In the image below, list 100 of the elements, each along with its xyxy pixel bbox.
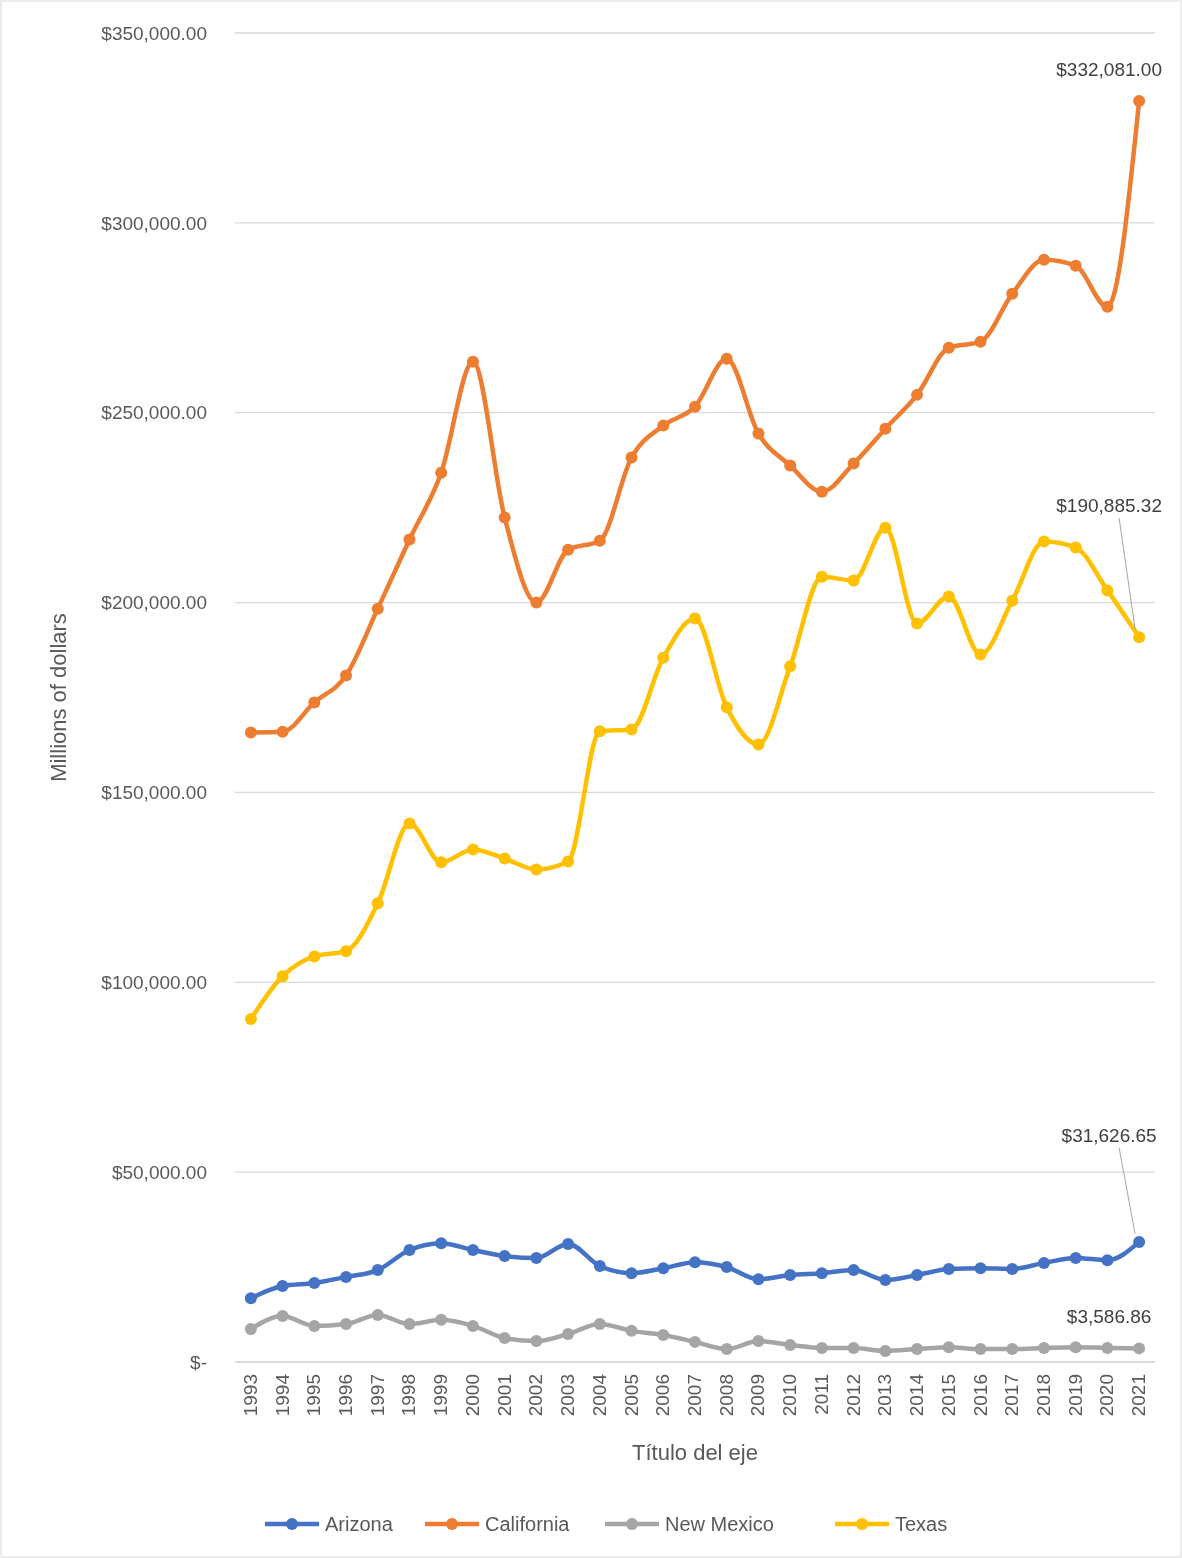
point	[244, 1292, 257, 1305]
x-tick-label: 2019	[1064, 1374, 1086, 1417]
point	[562, 855, 575, 868]
y-tick-label: $50,000.00	[111, 1161, 207, 1183]
point	[498, 1250, 511, 1263]
point	[815, 1341, 828, 1354]
point	[720, 1261, 733, 1274]
point	[308, 1319, 321, 1332]
point	[435, 466, 448, 479]
point	[942, 341, 955, 354]
point	[911, 388, 924, 401]
point	[974, 335, 987, 348]
point	[244, 726, 257, 739]
point	[752, 738, 765, 751]
data-label: $31,626.65	[1061, 1124, 1157, 1146]
point	[974, 648, 987, 661]
point	[1133, 1342, 1146, 1355]
point	[498, 511, 511, 524]
x-tick-label: 2014	[906, 1373, 928, 1417]
x-tick-label: 2021	[1128, 1374, 1150, 1417]
point	[657, 651, 670, 664]
point	[942, 1341, 955, 1354]
x-tick-label: 1996	[335, 1374, 357, 1417]
x-tick-label: 2016	[969, 1374, 991, 1417]
point	[530, 1251, 543, 1264]
data-label: $3,586.86	[1066, 1306, 1152, 1328]
point	[879, 521, 892, 534]
point	[308, 696, 321, 709]
point	[1069, 1251, 1082, 1264]
point	[689, 400, 701, 413]
point	[625, 723, 638, 736]
x-tick-label: 2006	[652, 1374, 674, 1417]
point	[276, 1310, 289, 1323]
point	[657, 419, 670, 432]
point	[371, 602, 384, 615]
point	[720, 352, 733, 365]
data-label: $190,885.32	[1056, 495, 1162, 517]
y-tick-label: $150,000.00	[101, 782, 207, 804]
point	[371, 1308, 384, 1321]
point	[276, 970, 289, 983]
point	[847, 574, 860, 587]
point	[784, 1269, 797, 1282]
point	[340, 945, 353, 958]
point	[530, 596, 543, 609]
point	[593, 1259, 606, 1272]
x-tick-label: 1994	[271, 1373, 293, 1417]
data-label: $332,081.00	[1056, 59, 1162, 81]
x-axis-title: Título del eje	[632, 1440, 758, 1465]
point	[276, 725, 289, 738]
point	[340, 669, 353, 682]
point	[403, 817, 416, 830]
x-tick-label: 1995	[303, 1374, 325, 1417]
x-tick-label: 2015	[937, 1374, 959, 1417]
legend-label: Arizona	[325, 1513, 394, 1535]
point	[466, 843, 479, 856]
point	[593, 1318, 606, 1331]
x-tick-label: 2005	[620, 1374, 642, 1417]
point	[784, 660, 797, 673]
point	[562, 543, 575, 556]
point	[1101, 584, 1114, 597]
point	[244, 1013, 257, 1026]
point	[466, 1243, 479, 1256]
point	[530, 863, 543, 876]
point	[625, 1324, 638, 1337]
x-tick-label: 2011	[810, 1374, 832, 1415]
point	[1006, 594, 1019, 607]
x-tick-label: 2010	[779, 1374, 801, 1417]
y-tick-label: $-	[190, 1351, 207, 1373]
point	[403, 533, 416, 546]
point	[1069, 541, 1082, 554]
point	[879, 1273, 892, 1286]
point	[689, 612, 701, 625]
point	[435, 1313, 448, 1326]
point	[784, 459, 797, 472]
x-tick-label: 1999	[430, 1374, 452, 1417]
point	[784, 1338, 797, 1351]
point	[752, 1335, 765, 1348]
point	[435, 1237, 448, 1250]
point	[308, 950, 321, 963]
point	[1037, 535, 1050, 548]
point	[276, 1280, 289, 1293]
point	[847, 1264, 860, 1277]
point	[974, 1343, 987, 1356]
point	[371, 1264, 384, 1277]
point	[340, 1270, 353, 1283]
point	[1037, 253, 1050, 266]
point	[815, 570, 828, 583]
legend-label: Texas	[895, 1513, 948, 1535]
point	[1133, 95, 1146, 108]
point	[466, 355, 479, 368]
point	[625, 451, 638, 464]
x-tick-label: 2018	[1032, 1374, 1054, 1417]
x-tick-label: 2009	[747, 1374, 769, 1417]
y-tick-label: $250,000.00	[101, 402, 207, 424]
point	[815, 485, 828, 498]
point	[720, 701, 733, 714]
point	[752, 427, 765, 440]
point	[1006, 287, 1019, 300]
point	[911, 617, 924, 630]
x-tick-label: 2020	[1096, 1374, 1118, 1417]
